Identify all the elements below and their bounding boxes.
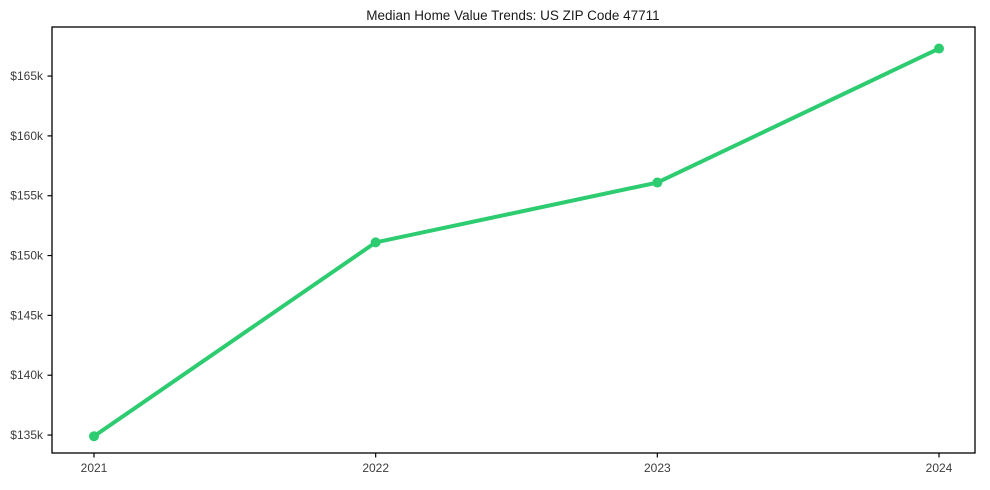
y-tick-label: $155k: [10, 189, 44, 203]
y-tick-label: $160k: [10, 129, 44, 143]
line-series: [92, 46, 941, 439]
y-tick-label: $145k: [10, 308, 44, 322]
y-tick-label: $135k: [10, 428, 44, 442]
x-tick-label: 2021: [81, 461, 108, 475]
data-point-2023: [652, 177, 663, 188]
x-tick-label: 2023: [644, 461, 671, 475]
x-tick-label: 2022: [362, 461, 389, 475]
chart-title: Median Home Value Trends: US ZIP Code 47…: [366, 8, 659, 23]
y-tick-label: $150k: [10, 249, 44, 263]
x-tick-label: 2024: [926, 461, 953, 475]
axes-layer: $135k $140k $145k $150k $155k $160k $165k 2021 2…: [10, 69, 952, 475]
data-point-2021: [89, 431, 99, 442]
y-tick-label: $165k: [10, 69, 44, 83]
data-point-2022: [370, 237, 381, 248]
series-layer: [89, 43, 944, 442]
data-point-2024: [934, 43, 944, 54]
plot-border: [51, 26, 976, 454]
y-tick-label: $140k: [10, 368, 44, 382]
